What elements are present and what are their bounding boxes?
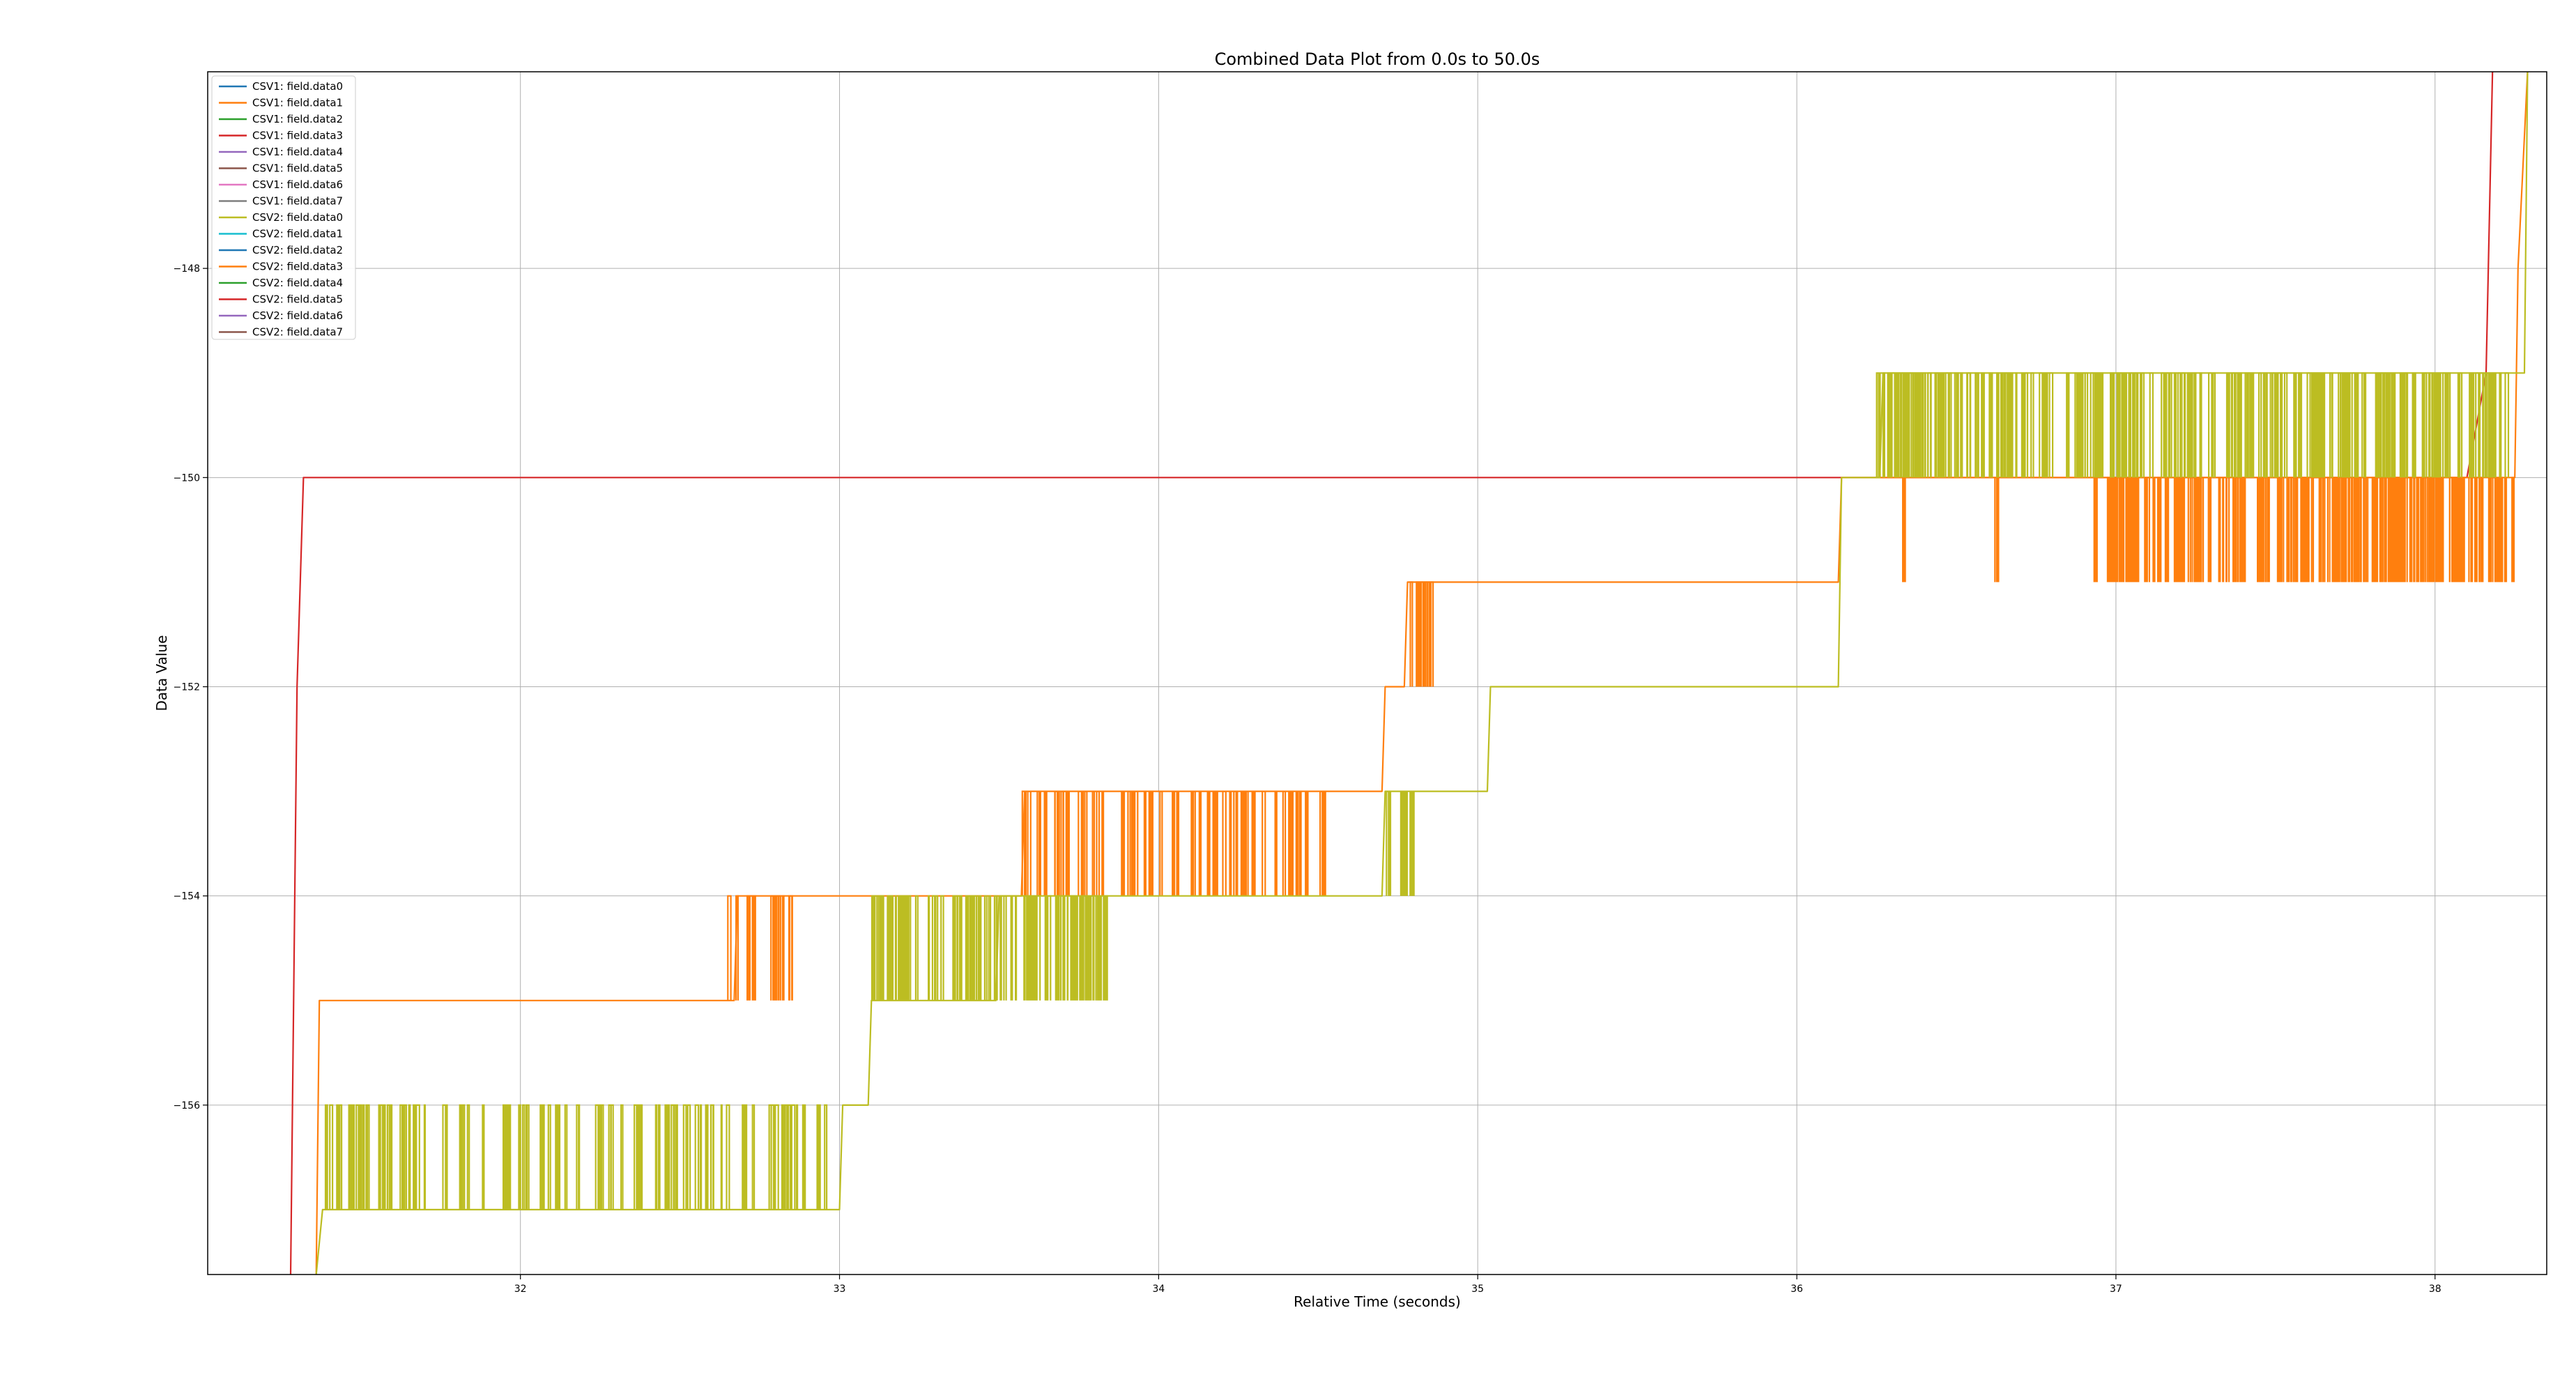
legend-label: CSV2: field.data3 [252,261,343,273]
legend-items: CSV1: field.data0 CSV1: field.data1 CSV1: … [219,80,343,339]
legend-label: CSV2: field.data4 [252,277,343,289]
legend-label: CSV1: field.data3 [252,130,343,142]
legend-box [211,75,356,340]
x-tick-label: 34 [1152,1284,1165,1295]
x-tick-label: 33 [834,1284,846,1295]
legend-label: CSV1: field.data6 [252,178,343,191]
legend-label: CSV1: field.data7 [252,195,343,208]
x-tick-label: 37 [2110,1284,2122,1295]
legend-label: CSV2: field.data6 [252,309,343,322]
x-tick-label: 36 [1791,1284,1803,1295]
legend-label: CSV1: field.data1 [252,97,343,109]
legend: CSV1: field.data0 CSV1: field.data1 CSV1: … [211,75,356,340]
series-flicker [1994,477,2000,583]
series-layer [289,72,2529,1275]
legend-label: CSV2: field.data7 [252,326,343,339]
y-tick-label: −150 [174,472,200,484]
series-line [315,72,2529,1275]
x-axis-label: Relative Time (seconds) [1294,1293,1461,1310]
tick-layer: 32 33 34 35 36 37 38 −148 −150 −152 −154 −156 [174,263,2441,1295]
y-tick-label: −156 [174,1100,201,1111]
series-flicker [324,1104,828,1210]
y-axis-label: Data Value [153,635,170,711]
y-tick-label: −154 [174,891,201,902]
plot-area-frame [207,71,2547,1275]
series-line [315,72,2529,1275]
x-tick-label: 35 [1471,1284,1484,1295]
legend-label: CSV2: field.data1 [252,228,343,240]
legend-label: CSV2: field.data2 [252,244,343,256]
legend-label: CSV1: field.data0 [252,80,343,93]
series-flicker [1902,477,1906,583]
legend-label: CSV1: field.data4 [252,146,343,158]
x-tick-label: 32 [514,1284,527,1295]
y-tick-label: −148 [174,263,200,275]
legend-label: CSV1: field.data5 [252,162,343,175]
legend-label: CSV2: field.data5 [252,293,343,306]
series-flicker [1386,790,1415,896]
legend-label: CSV2: field.data0 [252,211,343,224]
y-tick-label: −152 [174,682,200,693]
x-tick-label: 38 [2429,1284,2441,1295]
legend-label: CSV1: field.data2 [252,113,343,125]
series-csv2-field-data0 [315,72,2529,1275]
chart-title: Combined Data Plot from 0.0s to 50.0s [1215,49,1540,69]
